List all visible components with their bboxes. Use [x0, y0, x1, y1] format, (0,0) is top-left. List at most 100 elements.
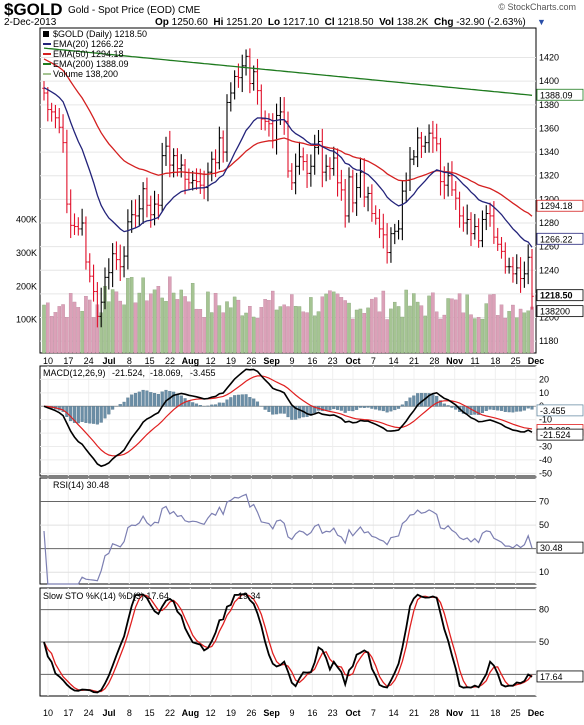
macd-histogram-bar	[305, 406, 309, 417]
volume-bar	[80, 310, 84, 354]
ohlc-bar	[118, 244, 123, 282]
rsi-line	[43, 493, 533, 585]
ohlc-bar	[396, 220, 401, 240]
volume-bar	[57, 306, 62, 354]
volume-bar	[438, 318, 443, 354]
macd-histogram-bar	[198, 405, 202, 407]
ohlc-bar	[236, 63, 241, 88]
macd-histogram-bar	[172, 391, 176, 407]
ohlc-bar	[129, 200, 134, 233]
macd-histogram-bar	[366, 406, 370, 408]
macd-histogram-bar	[530, 406, 534, 410]
macd-histogram-bar	[267, 406, 271, 412]
volume-bar	[404, 289, 408, 354]
volume-bar	[434, 311, 439, 354]
macd-histogram-bar	[507, 406, 511, 413]
rsi-panel	[39, 477, 537, 585]
ohlc-bar	[209, 151, 214, 182]
volume-bar	[526, 310, 530, 354]
volume-bar	[373, 297, 378, 354]
macd-histogram-bar	[385, 406, 389, 413]
macd-histogram-bar	[95, 406, 99, 425]
volume-bar	[381, 290, 386, 354]
macd-histogram-bar	[400, 404, 404, 407]
price-y-tick-label: 1340	[539, 147, 559, 157]
macd-histogram-bar	[522, 406, 526, 411]
macd-histogram-bar	[358, 406, 362, 408]
price-x-tick-label: 8	[127, 356, 132, 366]
ohlc-bar	[324, 154, 328, 182]
volume-bar	[328, 290, 332, 354]
volume-bar	[72, 301, 77, 354]
ohlc-bar	[427, 124, 431, 153]
volume-bar	[469, 314, 473, 354]
triangle-down-icon[interactable]: ▼	[537, 17, 546, 27]
ohlc-bar	[343, 179, 347, 228]
volume-bar	[408, 305, 412, 354]
price-x-tick-label: 28	[429, 356, 439, 366]
price-x-tick-label: 24	[84, 356, 94, 366]
ohlc-bar	[61, 114, 65, 153]
macd-histogram-bar	[503, 406, 507, 412]
macd-histogram-bar	[313, 406, 317, 414]
stoch-legend-d: 19.34	[238, 591, 261, 601]
bottom-x-tick-label: 24	[84, 708, 94, 718]
macd-histogram-bar	[519, 406, 523, 412]
volume-bar	[88, 299, 92, 354]
ohlc-bar	[507, 257, 511, 274]
ohlc-bar	[450, 161, 454, 197]
volume-bar	[110, 289, 115, 354]
volume-bar	[84, 296, 88, 354]
stoch-d-line	[43, 593, 533, 693]
close-last-label-box	[536, 289, 584, 302]
macd-histogram-bar	[248, 397, 252, 407]
macd-y-tick-label: -30	[539, 441, 552, 451]
volume-bar	[442, 314, 447, 354]
price-x-tick-label: 9	[289, 356, 294, 366]
ohlc-summary: Op 1250.60 Hi 1251.20 Lo 1217.10 Cl 1218…	[155, 17, 526, 28]
volume-last-label-box	[536, 305, 584, 318]
ohlc-bar	[488, 202, 492, 227]
macd-histogram-bar	[419, 392, 423, 407]
price-x-tick-label: Aug	[182, 356, 200, 366]
ohlc-bar	[232, 70, 237, 100]
macd-histogram-bar	[244, 394, 248, 407]
volume-bar	[183, 296, 187, 354]
ohlc-bar	[286, 111, 290, 178]
bottom-x-tick-label: 15	[145, 708, 155, 718]
volume-bar	[114, 291, 119, 354]
macd-histogram-bar	[126, 397, 130, 407]
macd-histogram-bar	[145, 390, 149, 407]
ohlc-bar	[133, 199, 138, 228]
volume-bar	[225, 301, 229, 354]
macd-histogram-bar	[336, 406, 340, 410]
macd-line	[43, 368, 533, 468]
macd-last-label: -21.524	[540, 430, 571, 440]
ohlc-bar	[290, 163, 294, 190]
ohlc-bar	[84, 216, 88, 270]
macd-histogram-bar	[294, 406, 298, 420]
price-legend-item: EMA(20) 1266.22	[53, 39, 124, 49]
ohlc-bar	[293, 153, 298, 195]
volume-bar	[133, 302, 138, 354]
macd-histogram-bar	[217, 402, 221, 407]
volume-bar	[290, 294, 294, 354]
volume-bar	[400, 316, 405, 354]
macd-histogram-bar	[175, 393, 179, 407]
macd-y-tick-label: -50	[539, 468, 552, 478]
volume-bar	[331, 291, 336, 354]
high-value: 1251.20	[226, 17, 263, 28]
macd-histogram-bar	[412, 395, 416, 407]
open-value: 1250.60	[171, 17, 208, 28]
macd-histogram-bar	[278, 406, 282, 414]
bottom-x-tick-label: 7	[371, 708, 376, 718]
macd-histogram-bar	[393, 406, 397, 411]
ohlc-bar	[354, 172, 359, 216]
macd-histogram-bar	[179, 395, 183, 407]
chart-symbol: $GOLD	[4, 0, 63, 19]
volume-bar	[377, 311, 382, 354]
macd-histogram-bar	[88, 406, 92, 424]
volume-bar	[312, 315, 317, 354]
rsi-last-label-box	[536, 541, 584, 554]
close-last-label: 1218.50	[540, 291, 573, 301]
